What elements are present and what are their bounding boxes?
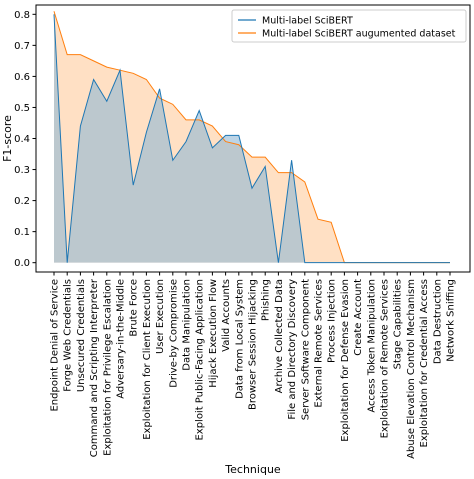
x-tick-label: Create Account (353, 279, 364, 356)
series-lines (53, 11, 450, 264)
x-tick-label: Exploitation for Credential Access (419, 279, 430, 447)
legend: Multi-label SciBERT Multi-label SciBERT a… (231, 9, 467, 43)
y-axis: 0.0 0.1 0.2 0.3 0.4 0.5 0.6 0.7 0.8 (14, 10, 36, 269)
x-tick-label: Command and Scripting Interpreter (89, 278, 100, 457)
y-tick-label: 0.3 (14, 165, 30, 176)
x-tick-label: Exploit Public-Facing Application (195, 279, 206, 441)
y-tick-label: 0.1 (14, 227, 30, 238)
x-tick-label: Forge Web Credentials (63, 279, 74, 392)
x-tick-label: Exploitation for Client Execution (142, 279, 153, 440)
x-tick-label: Server Software Component (300, 279, 311, 420)
y-tick-label: 0.7 (14, 41, 30, 52)
x-tick-label: Data Manipulation (182, 279, 193, 371)
series-fill-0 (54, 14, 450, 263)
series-line-0 (53, 14, 450, 264)
x-tick-label: Phishing (261, 279, 272, 321)
y-axis-label: F1-score (1, 115, 14, 162)
x-tick-label: Exploitation of Remote Services (380, 279, 391, 438)
legend-label: Multi-label SciBERT (262, 16, 353, 27)
x-tick-label: Archive Collected Data (274, 279, 285, 393)
x-tick-label: Data from Local System (234, 279, 245, 399)
x-axis: Endpoint Denial of Service Forge Web Cred… (50, 272, 457, 459)
y-tick-label: 0.0 (14, 258, 30, 269)
x-tick-label: Drive-by Compromise (168, 279, 179, 388)
x-tick-label: Valid Accounts (221, 279, 232, 352)
x-tick-label: Exploitation for Privilege Escalation (102, 279, 113, 456)
y-tick-label: 0.8 (14, 10, 30, 21)
y-tick-label: 0.6 (14, 72, 30, 83)
x-tick-label: Stage Capabilities (393, 279, 404, 369)
x-axis-label: Technique (224, 463, 281, 476)
legend-label: Multi-label SciBERT augumented dataset (262, 29, 456, 40)
x-tick-label: Unsecured Credentials (76, 279, 87, 392)
legend-box (231, 9, 467, 43)
x-tick-label: User Execution (155, 279, 166, 354)
x-tick-label: Access Token Manipulation (366, 279, 377, 413)
y-tick-label: 0.2 (14, 196, 30, 207)
series-fills (54, 11, 450, 263)
x-tick-label: Browser Session Hijacking (248, 279, 259, 410)
x-tick-label: Data Destruction (432, 279, 443, 364)
x-tick-label: Process Injection (327, 279, 338, 363)
x-tick-label: Endpoint Denial of Service (50, 279, 61, 412)
x-tick-label: Hijack Execution Flow (208, 279, 219, 388)
x-tick-label: File and Directory Discovery (287, 279, 298, 420)
y-tick-label: 0.5 (14, 103, 30, 114)
x-tick-label: Brute Force (129, 279, 140, 337)
y-tick-label: 0.4 (14, 134, 30, 145)
x-tick-label: Abuse Elevation Control Mechanism (406, 279, 417, 459)
x-tick-label: External Remote Services (314, 279, 325, 408)
x-tick-label: Adversary-in-the-Middle (116, 279, 127, 399)
x-tick-label: Exploitation for Defense Evasion (340, 279, 351, 442)
x-tick-label: Network Sniffing (446, 279, 457, 362)
